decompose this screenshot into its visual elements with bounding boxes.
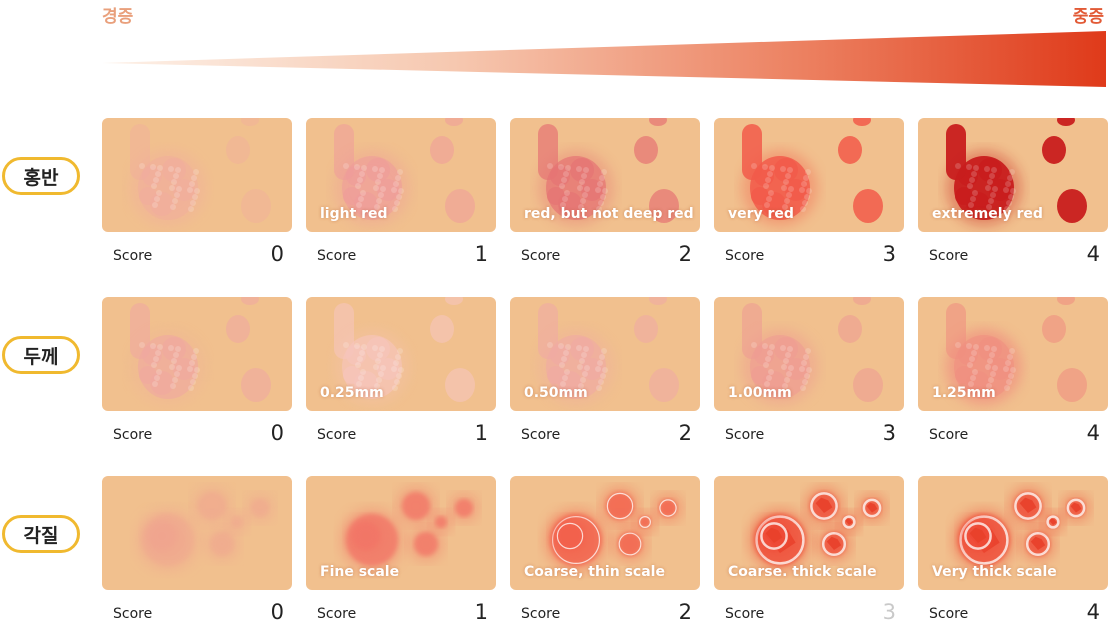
score-row: Score 4	[918, 600, 1108, 624]
score-row: Score 0	[102, 242, 292, 266]
score-value: 1	[474, 421, 488, 445]
cell-caption: 1.25mm	[932, 385, 996, 401]
severity-gradient-wedge	[102, 31, 1106, 87]
redness-image-score-2: red, but not deep red	[510, 118, 700, 232]
score-label: Score	[317, 427, 357, 443]
cell-caption: Fine scale	[320, 564, 400, 580]
score-label: Score	[725, 606, 765, 622]
score-value: 2	[678, 600, 692, 624]
score-row: Score 3	[714, 600, 904, 624]
cell-caption: red, but not deep red	[524, 206, 694, 222]
score-row: Score 2	[510, 600, 700, 624]
cell-caption: extremely red	[932, 206, 1043, 222]
cell-caption: light red	[320, 206, 388, 222]
score-value: 0	[270, 421, 284, 445]
score-label: Score	[521, 606, 561, 622]
redness-image-score-3: very red	[714, 118, 904, 232]
thickness-image-score-0	[102, 297, 292, 411]
score-row: Score 2	[510, 242, 700, 266]
thickness-image-score-2: 0.50mm	[510, 297, 700, 411]
score-value: 4	[1086, 421, 1100, 445]
row-label-thickness: 두께	[2, 336, 80, 374]
cell-caption: 0.50mm	[524, 385, 588, 401]
score-row: Score 1	[306, 242, 496, 266]
score-value: 0	[270, 242, 284, 266]
scale-image-score-3: Coarse. thick scale	[714, 476, 904, 590]
score-value: 2	[678, 421, 692, 445]
row-label-redness: 홍반	[2, 157, 80, 195]
score-label: Score	[113, 427, 153, 443]
score-row: Score 4	[918, 242, 1108, 266]
thickness-image-score-3: 1.00mm	[714, 297, 904, 411]
score-row: Score 1	[306, 600, 496, 624]
score-row: Score 1	[306, 421, 496, 445]
score-label: Score	[317, 248, 357, 264]
severity-mild-label: 경증	[102, 7, 134, 27]
score-label: Score	[317, 606, 357, 622]
score-label: Score	[521, 427, 561, 443]
score-label: Score	[929, 248, 969, 264]
scale-image-score-4: Very thick scale	[918, 476, 1108, 590]
score-row: Score 2	[510, 421, 700, 445]
severity-severe-label: 중증	[1072, 7, 1104, 27]
cell-caption: 0.25mm	[320, 385, 384, 401]
score-row: Score 3	[714, 242, 904, 266]
scale-image-score-2: Coarse, thin scale	[510, 476, 700, 590]
score-label: Score	[725, 427, 765, 443]
cell-caption: Coarse. thick scale	[728, 564, 877, 580]
cell-caption: 1.00mm	[728, 385, 792, 401]
thickness-image-score-4: 1.25mm	[918, 297, 1108, 411]
score-row: Score 3	[714, 421, 904, 445]
score-label: Score	[113, 606, 153, 622]
redness-image-score-1: light red	[306, 118, 496, 232]
cell-caption: Very thick scale	[932, 564, 1057, 580]
score-value: 0	[270, 600, 284, 624]
score-label: Score	[929, 427, 969, 443]
score-value: 2	[678, 242, 692, 266]
cell-caption: Coarse, thin scale	[524, 564, 665, 580]
score-value: 1	[474, 600, 488, 624]
score-label: Score	[929, 606, 969, 622]
score-value: 3	[882, 242, 896, 266]
redness-image-score-0	[102, 118, 292, 232]
redness-image-score-4: extremely red	[918, 118, 1108, 232]
score-value: 3	[882, 600, 896, 624]
row-label-scale: 각질	[2, 515, 80, 553]
scale-image-score-1: Fine scale	[306, 476, 496, 590]
scale-image-score-0	[102, 476, 292, 590]
score-value: 1	[474, 242, 488, 266]
thickness-image-score-1: 0.25mm	[306, 297, 496, 411]
score-value: 4	[1086, 242, 1100, 266]
cell-caption: very red	[728, 206, 794, 222]
score-row: Score 4	[918, 421, 1108, 445]
score-label: Score	[113, 248, 153, 264]
score-value: 4	[1086, 600, 1100, 624]
score-row: Score 0	[102, 600, 292, 624]
score-value: 3	[882, 421, 896, 445]
score-label: Score	[725, 248, 765, 264]
score-label: Score	[521, 248, 561, 264]
score-row: Score 0	[102, 421, 292, 445]
